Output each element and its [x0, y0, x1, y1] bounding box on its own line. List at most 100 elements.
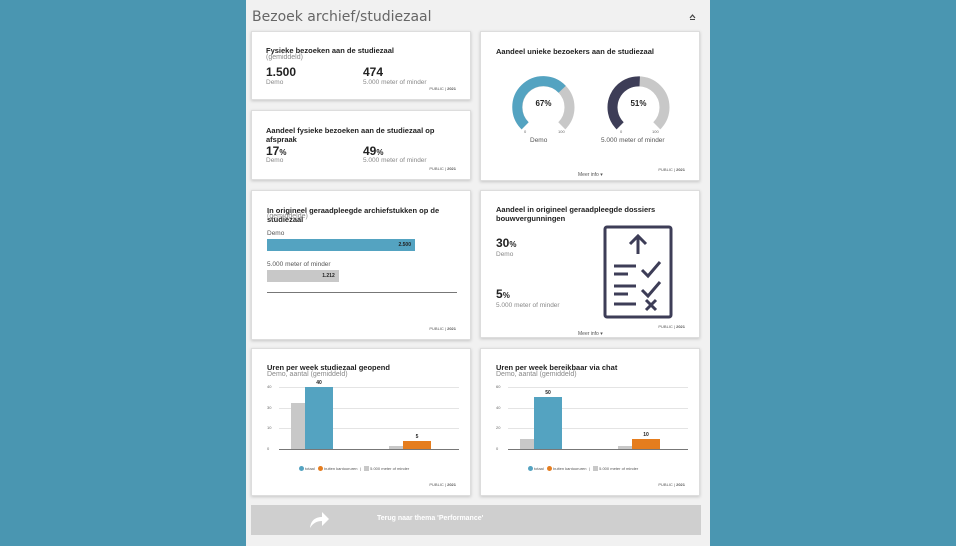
dashboard-panel: Bezoek archief/studiezaal Fysieke bezoek… — [246, 0, 710, 546]
card-title: Uren per week studiezaal geopend — [267, 363, 390, 372]
bar-peer-value: 1.212 — [322, 273, 335, 279]
chart-legend: totaal buiten kantooruren | 5.000 meter … — [299, 466, 409, 472]
card-consulted-documents: In origineel geraadpleegde archiefstukke… — [251, 190, 471, 340]
legend-totaal-swatch — [528, 466, 533, 472]
y-tick-label: 40 — [267, 384, 272, 389]
bar-peer-0 — [291, 402, 305, 449]
gauge-peer-label: 5.000 meter of minder — [601, 137, 665, 144]
gauge-peer-value: 51% — [630, 99, 646, 108]
card-title: Uren per week bereikbaar via chat — [496, 363, 618, 372]
card-subtitle: (gemiddeld) — [266, 54, 303, 61]
gauge-peer-max: 100 — [652, 129, 659, 134]
bar-value-label: 50 — [545, 390, 551, 397]
legend-peer-swatch — [593, 466, 599, 472]
value-peer: 49% — [363, 144, 384, 158]
legend-peer-swatch — [364, 466, 370, 472]
checklist-icon — [603, 225, 673, 319]
gauge-demo-min: 0 — [524, 129, 527, 134]
card-building-permits: Aandeel in origineel geraadpleegde dossi… — [480, 190, 700, 338]
back-button-label: Terug naar thema 'Performance' — [377, 515, 484, 522]
label-peer: 5.000 meter of minder — [496, 302, 560, 309]
gauge-peer: 51% — [607, 76, 670, 130]
x-axis — [279, 449, 459, 450]
share-arrow-icon — [310, 512, 329, 528]
bar-demo-0 — [305, 387, 333, 449]
bar-value-label: 10 — [643, 431, 649, 438]
card-title: Aandeel unieke bezoekers aan de studieza… — [496, 47, 654, 56]
legend-buiten: buiten kantooruren — [324, 466, 358, 471]
bar-peer-0 — [520, 438, 534, 449]
source-label: PUBLIC | 2021 — [658, 167, 685, 172]
legend-totaal: totaal — [305, 466, 315, 471]
legend-totaal: totaal — [534, 466, 544, 471]
card-hours-open: Uren per week studiezaal geopend Demo, a… — [251, 348, 471, 496]
label-peer: 5.000 meter of minder — [363, 157, 427, 164]
value-demo: 1.500 — [266, 65, 297, 79]
card-subtitle: Demo, aantal (gemiddeld) — [267, 371, 348, 378]
y-tick-label: 0 — [267, 446, 270, 451]
value-peer: 5% — [496, 287, 510, 301]
chart-axis — [267, 292, 457, 293]
back-to-theme-button[interactable]: Terug naar thema 'Performance' — [251, 505, 701, 535]
bar-peer-1 — [618, 445, 632, 449]
label-demo: Demo — [266, 157, 284, 164]
source-label: PUBLIC | 2021 — [429, 166, 456, 171]
value-peer: 474 — [363, 65, 384, 79]
bar-peer-label: 5.000 meter of minder — [267, 261, 331, 268]
y-tick-label: 40 — [496, 404, 501, 410]
more-info-link[interactable]: Meer info ▾ — [578, 331, 603, 337]
card-physical-visits: Fysieke bezoeken aan de studiezaal (gemi… — [251, 31, 471, 100]
gauge-peer-fill — [607, 76, 640, 130]
bar-demo-value: 2.500 — [398, 242, 411, 248]
source-label: PUBLIC | 2021 — [429, 482, 456, 487]
bar-demo-label: Demo — [267, 230, 285, 237]
gauge-demo: 67% — [512, 76, 575, 130]
y-tick-label: 10 — [267, 425, 272, 431]
y-tick-label: 30 — [267, 404, 272, 410]
gridline — [279, 387, 459, 388]
panel-header: Bezoek archief/studiezaal — [246, 0, 710, 32]
source-label: PUBLIC | 2021 — [658, 324, 685, 329]
gridline — [508, 407, 688, 409]
bar-demo-1 — [632, 438, 660, 449]
panel-title: Bezoek archief/studiezaal — [252, 9, 432, 25]
card-title: Fysieke bezoeken aan de studiezaal — [266, 46, 394, 55]
y-tick-label: 60 — [496, 384, 501, 389]
bar-demo: 2.500 — [267, 239, 415, 251]
legend-buiten-swatch — [318, 466, 324, 472]
card-unique-visitors: Aandeel unieke bezoekers aan de studieza… — [480, 31, 700, 181]
bar-demo-1 — [403, 441, 431, 449]
gauge-demo-max: 100 — [558, 129, 565, 134]
card-subtitle: Demo, aantal (gemiddeld) — [496, 371, 577, 378]
card-title: In origineel geraadpleegde archiefstukke… — [267, 206, 440, 224]
bar-value-label: 5 — [415, 434, 419, 441]
legend-peer: 5.000 meter of minder — [599, 466, 639, 471]
chart-legend: totaal buiten kantooruren | 5.000 meter … — [528, 466, 639, 472]
chevron-up-icon[interactable] — [689, 12, 696, 22]
gridline — [279, 407, 459, 409]
source-label: PUBLIC | 2021 — [658, 482, 685, 487]
gauge-demo-label: Demo — [530, 137, 548, 144]
value-demo: 17% — [266, 144, 287, 158]
bar-value-label: 40 — [316, 380, 322, 386]
label-peer: 5.000 meter of minder — [363, 79, 427, 86]
y-tick-label: 20 — [496, 425, 501, 431]
value-demo: 30% — [496, 236, 517, 250]
card-title: Aandeel fysieke bezoeken aan de studieza… — [266, 126, 435, 144]
legend-totaal-swatch — [299, 466, 304, 472]
more-info-link[interactable]: Meer info ▾ — [578, 172, 603, 178]
y-tick-label: 0 — [496, 446, 499, 451]
label-demo: Demo — [496, 251, 514, 258]
gauge-demo-value: 67% — [535, 99, 551, 108]
card-hours-chat: Uren per week bereikbaar via chat Demo, … — [480, 348, 700, 496]
gridline — [508, 387, 688, 388]
bar-peer: 1.212 — [267, 270, 339, 282]
gauge-peer-min: 0 — [620, 129, 623, 134]
source-label: PUBLIC | 2021 — [429, 326, 456, 331]
bar-demo-0 — [534, 397, 562, 449]
bar-peer-1 — [389, 445, 403, 449]
card-subtitle: (gemiddelde) — [267, 213, 308, 220]
source-label: PUBLIC | 2021 — [429, 86, 456, 91]
gauge-demo-fill — [512, 76, 566, 130]
card-appointment-share: Aandeel fysieke bezoeken aan de studieza… — [251, 110, 471, 180]
